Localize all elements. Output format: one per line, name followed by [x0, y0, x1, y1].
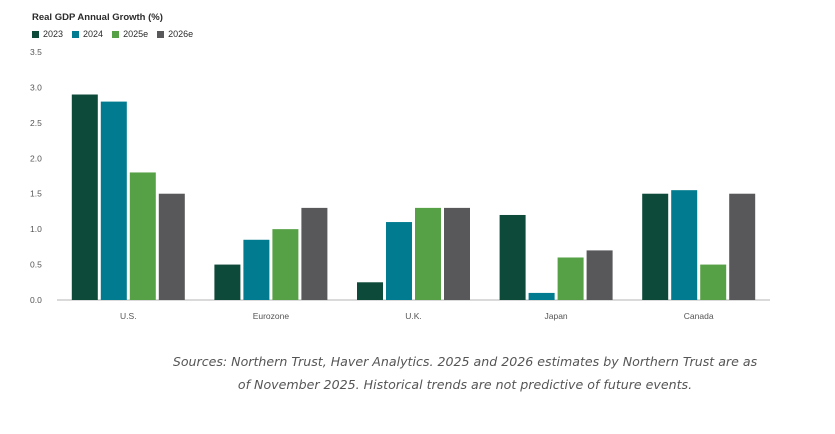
- bar-2026e: [301, 207, 328, 300]
- y-tick-label: 2.0: [30, 153, 42, 163]
- bar-2023: [357, 282, 383, 300]
- chart-title: Real GDP Annual Growth (%): [32, 12, 163, 23]
- legend-item-2025e: 2025e: [112, 29, 148, 39]
- y-tick-label: 1.5: [30, 189, 42, 199]
- y-tick-label: 0.0: [30, 295, 42, 305]
- bar-2024: [671, 190, 698, 300]
- chart-legend: 2023 2024 2025e 2026e: [32, 29, 193, 39]
- bar-2026e: [158, 193, 185, 300]
- legend-swatch-2025e: [112, 30, 120, 38]
- bar-2025e: [557, 257, 584, 300]
- bar-2026e: [729, 193, 756, 300]
- source-note: Sources: Northern Trust, Haver Analytics…: [120, 350, 810, 396]
- legend-label-2025e: 2025e: [123, 29, 149, 39]
- x-tick-label: Canada: [684, 311, 714, 321]
- bar-2023: [214, 264, 241, 300]
- bar-2026e: [586, 250, 613, 300]
- bar-2026e: [444, 207, 470, 300]
- bar-2024: [100, 101, 127, 300]
- y-tick-label: 0.5: [30, 260, 42, 270]
- bar-2024: [243, 239, 270, 300]
- legend-swatch-2026e: [157, 30, 165, 38]
- bar-2024: [386, 222, 412, 300]
- source-note-line-2: of November 2025. Historical trends are …: [237, 377, 693, 392]
- bar-2024: [528, 292, 555, 300]
- x-tick-label: U.K.: [405, 311, 422, 321]
- bar-2025e: [415, 207, 441, 300]
- legend-item-2026e: 2026e: [157, 29, 193, 39]
- legend-swatch-2023: [32, 30, 39, 38]
- y-tick-label: 1.0: [30, 224, 42, 234]
- bar-2025e: [272, 229, 299, 300]
- x-tick-label: Eurozone: [253, 311, 290, 321]
- x-tick-label: U.S.: [120, 311, 137, 321]
- bar-2023: [499, 214, 526, 300]
- source-note-line-1: Sources: Northern Trust, Haver Analytics…: [172, 354, 758, 369]
- legend-swatch-2024: [72, 30, 80, 38]
- legend-label-2024: 2024: [83, 29, 104, 39]
- y-tick-label: 3.0: [30, 82, 42, 92]
- legend-item-2024: 2024: [72, 29, 103, 39]
- x-tick-label: Japan: [545, 311, 568, 321]
- bar-2023: [71, 94, 98, 300]
- bar-2025e: [129, 172, 156, 300]
- legend-label-2026e: 2026e: [168, 29, 194, 39]
- bar-2023: [642, 193, 669, 300]
- legend-label-2023: 2023: [43, 29, 64, 39]
- y-tick-label: 3.5: [30, 47, 42, 57]
- bar-chart: 0.0 0.5 1.0 1.5 2.0 2.5 3.0 3.5 U.S. Eurozone U.K.…: [30, 47, 770, 321]
- bar-2025e: [700, 264, 727, 300]
- legend-item-2023: 2023: [32, 29, 63, 39]
- y-tick-label: 2.5: [30, 118, 42, 128]
